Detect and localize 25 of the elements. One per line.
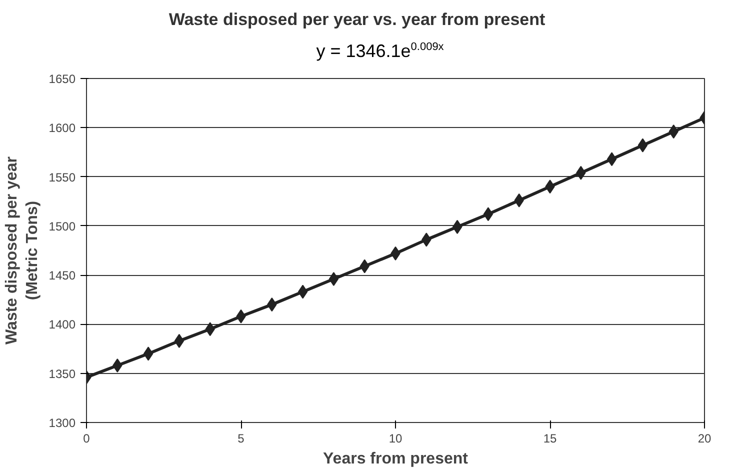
y-tick-label: 1450	[48, 268, 76, 283]
y-tick-label: 1500	[48, 219, 76, 234]
point	[298, 284, 308, 299]
y-tick-label: 1400	[48, 318, 76, 332]
point	[174, 334, 184, 348]
point	[143, 346, 154, 361]
x-tick-label: 0	[83, 432, 90, 446]
y-tick-label: 1650	[48, 72, 76, 86]
x-tick-label: 20	[698, 432, 712, 446]
x-tick-label: 5	[238, 432, 245, 446]
y-tick-label: 1600	[48, 121, 76, 136]
point	[638, 138, 648, 152]
y-axis-title: Waste disposed per year (Metric Tons)	[3, 156, 41, 344]
point	[328, 272, 339, 286]
point	[452, 220, 462, 234]
chart-title: Waste disposed per year vs. year from present	[168, 9, 546, 31]
y-tick-label: 1300	[48, 416, 76, 430]
text: y = 1346.1e$^{0.009x}$	[315, 40, 445, 63]
x-axis-title: Years from present	[323, 450, 469, 468]
y-tick-label: 1350	[48, 366, 76, 381]
point	[606, 152, 617, 166]
y-tick-label: 1550	[48, 170, 76, 184]
x-tick-label: 10	[388, 432, 402, 446]
point	[483, 207, 494, 222]
x-tick-label: 15	[543, 432, 557, 446]
